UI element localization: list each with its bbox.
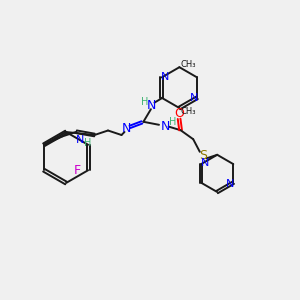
Text: N: N: [147, 98, 156, 112]
Text: N: N: [226, 179, 234, 189]
Text: CH₃: CH₃: [180, 106, 196, 116]
Text: F: F: [74, 164, 81, 177]
Text: O: O: [174, 107, 184, 120]
Text: N: N: [160, 120, 170, 133]
Text: N: N: [160, 72, 169, 82]
Text: N: N: [190, 93, 198, 103]
Text: H: H: [84, 138, 92, 148]
Text: H: H: [169, 117, 176, 127]
Text: N: N: [122, 122, 132, 135]
Text: N: N: [200, 158, 209, 168]
Text: H: H: [141, 97, 148, 107]
Text: S: S: [200, 149, 207, 162]
Text: CH₃: CH₃: [180, 60, 196, 69]
Text: N: N: [76, 135, 84, 145]
